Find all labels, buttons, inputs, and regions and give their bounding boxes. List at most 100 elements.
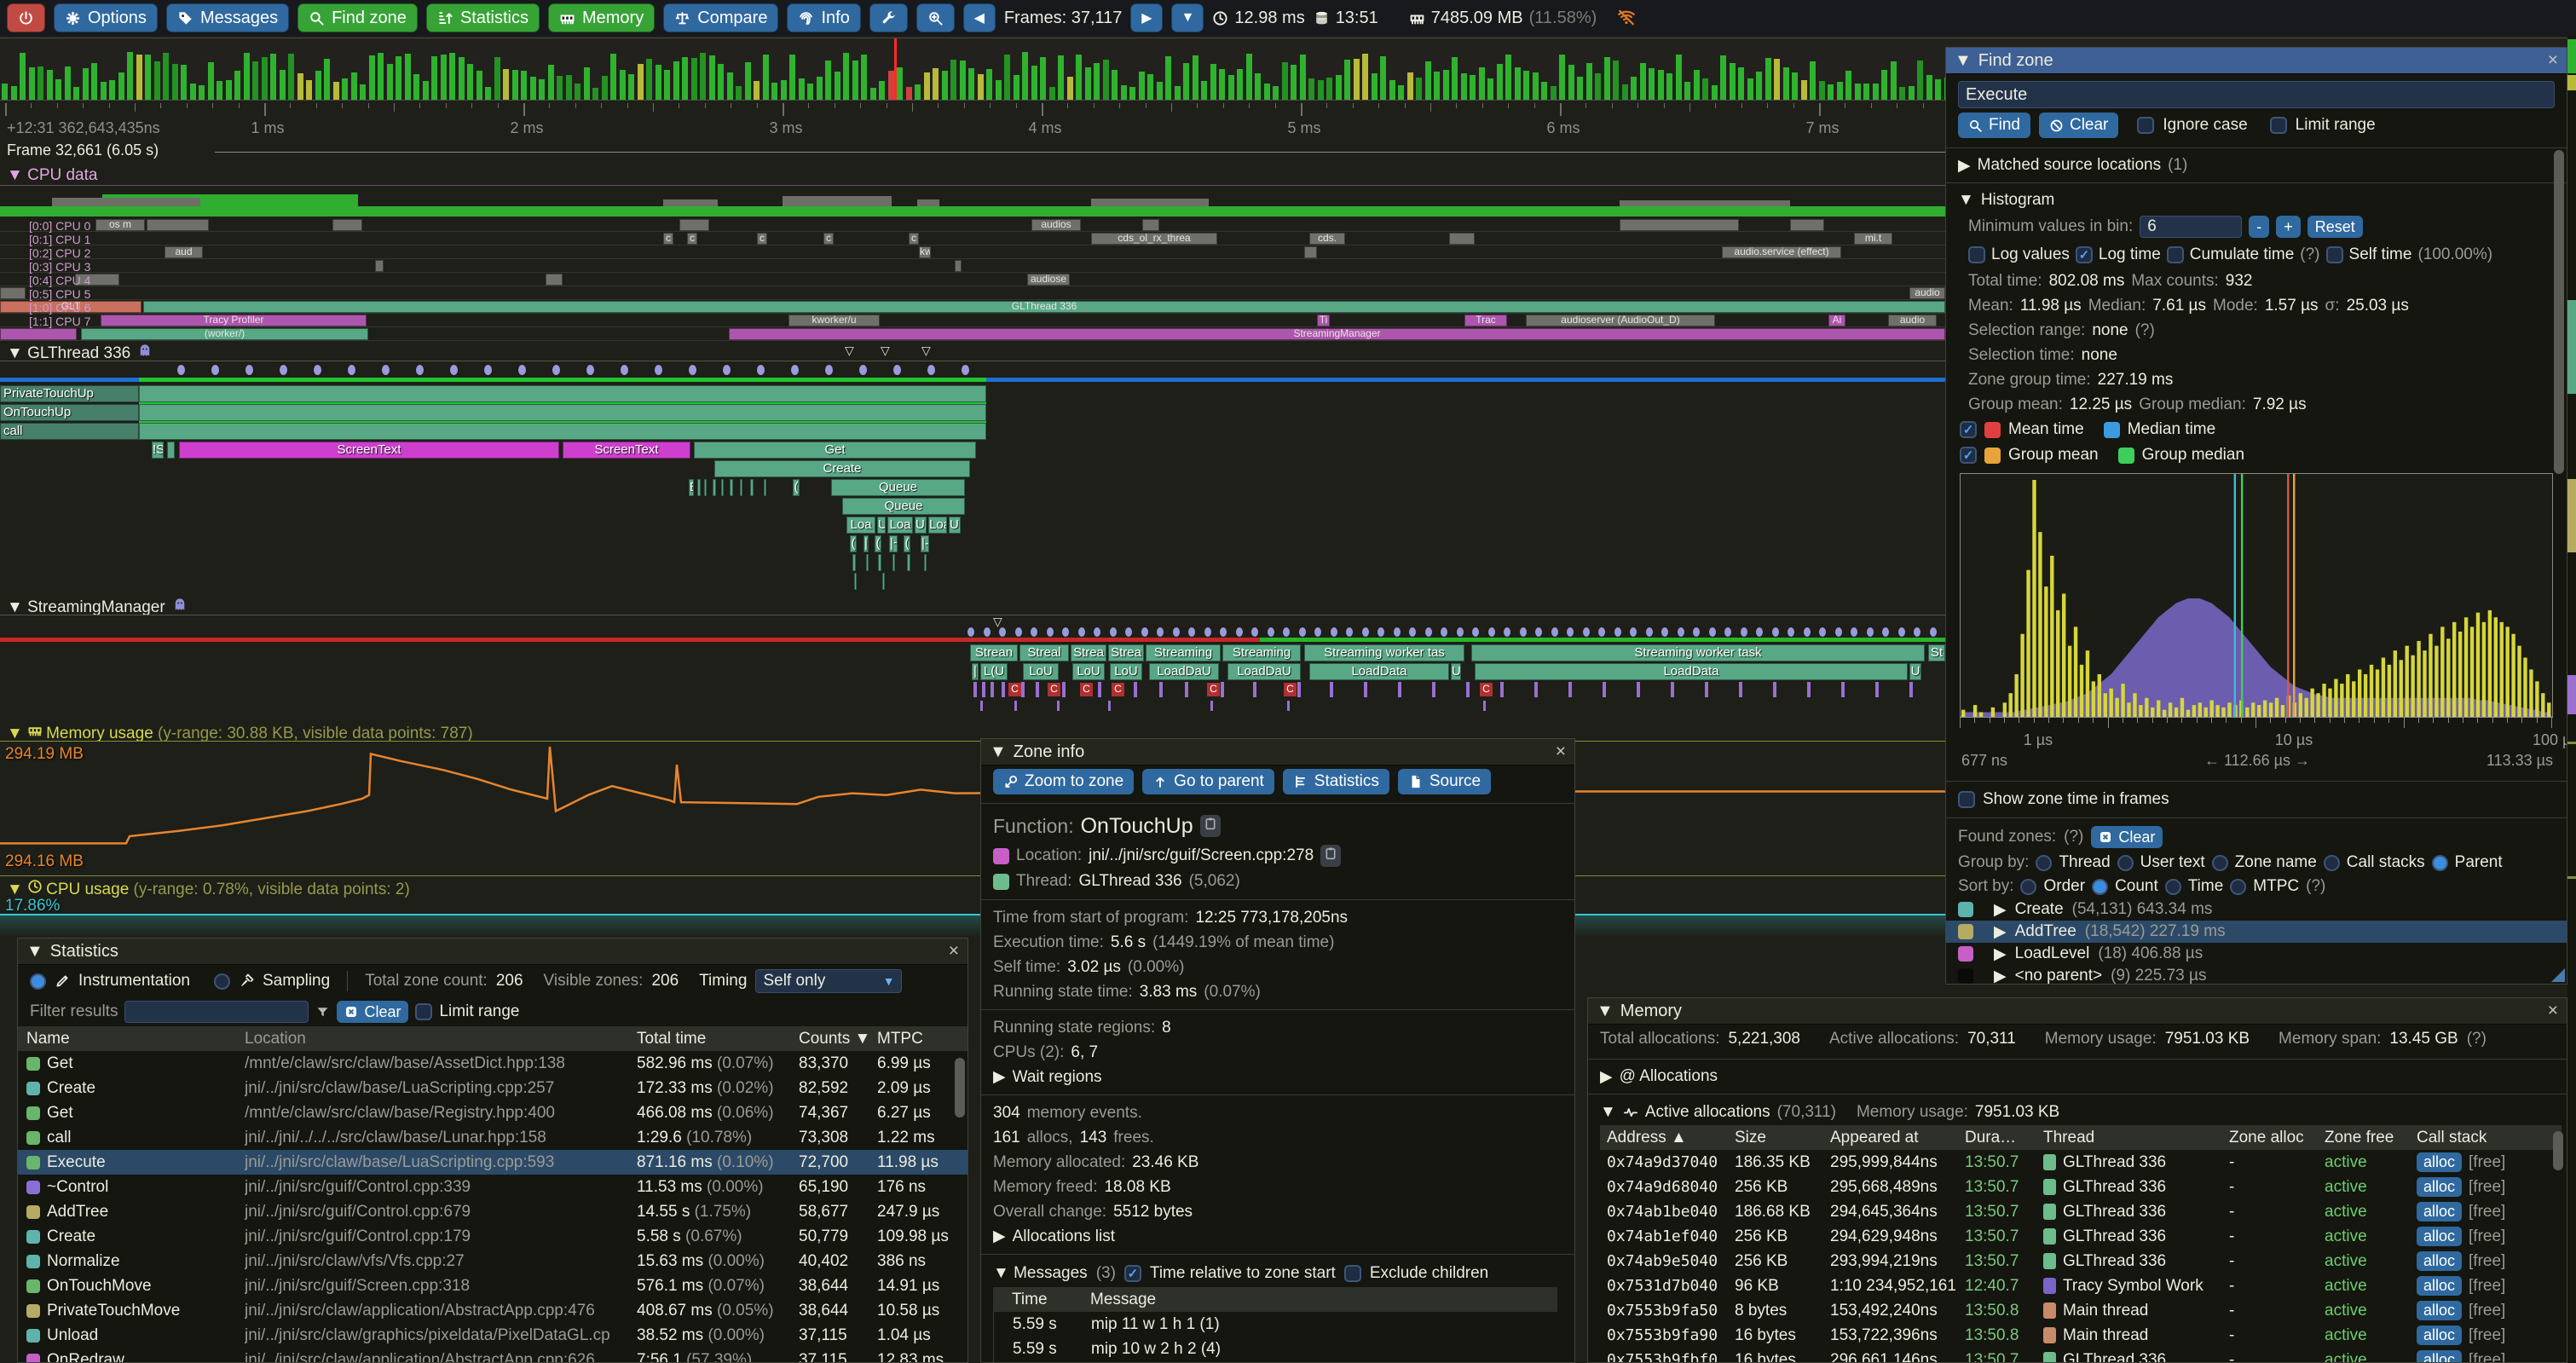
zone-tick[interactable] [1432,682,1435,697]
message-marker[interactable] [1630,627,1637,637]
lock-marker[interactable] [927,365,935,375]
frame-bar[interactable] [163,53,169,100]
zone-bar[interactable]: Up [915,517,927,534]
frame-bar[interactable] [1398,85,1404,100]
frame-bar[interactable] [10,86,17,100]
frame-bar[interactable] [539,79,545,100]
collapse-icon[interactable]: ▼ [7,881,28,898]
zone-bar[interactable] [866,554,869,571]
table-row[interactable]: OnRedraw jni/../jni/src/claw/application/… [18,1348,967,1362]
message-marker[interactable] [1472,627,1479,637]
frame-bar[interactable] [1227,75,1234,100]
group-by-option-thread[interactable] [2036,854,2053,871]
zone-tick[interactable] [1062,682,1066,697]
zone-tick[interactable] [1483,701,1486,711]
col-1[interactable]: Size [1735,1128,1766,1146]
zone-end-marker[interactable]: ▽ [845,344,854,357]
frame-bar[interactable] [807,84,813,100]
frame-bar[interactable] [511,70,518,100]
frame-bar[interactable] [995,80,1002,100]
prev-frame-button[interactable]: ◀ [962,3,996,32]
frame-bar[interactable] [521,71,527,100]
frame-bar[interactable] [1066,77,1073,100]
zone-tick[interactable] [1398,682,1401,697]
lock-marker[interactable] [723,365,731,375]
message-marker[interactable] [1834,627,1842,637]
table-row[interactable]: AddTree jni/../jni/src/guif/Control.cpp:6… [18,1199,967,1224]
cpu-zone-bar[interactable]: audiose [1027,274,1070,286]
frame-bar[interactable] [1487,78,1493,100]
zone-tick[interactable] [1021,682,1025,697]
zone-bar[interactable] [139,404,986,421]
frame-bar[interactable] [968,68,974,100]
collapse-icon[interactable]: ▼ [7,166,28,184]
frame-bar[interactable] [243,53,250,100]
zone-tick[interactable] [1002,682,1005,697]
frame-bar[interactable] [1291,65,1297,100]
frame-bar[interactable] [494,57,500,100]
cpu-zone-bar[interactable]: audio [1909,287,1945,299]
frame-bar[interactable] [869,88,876,100]
lock-marker[interactable] [416,365,424,375]
lock-marker[interactable] [893,365,901,375]
frame-bar[interactable] [1577,77,1583,100]
zone-info-button-2[interactable]: Statistics [1282,769,1389,794]
frame-bar[interactable] [1585,63,1592,100]
col-6[interactable]: Zone free [2325,1128,2394,1146]
lock-marker[interactable] [280,365,287,375]
cpu-usage-header[interactable]: ▼ CPU usage (y-range: 0.78%, visible dat… [7,879,410,899]
frame-bar[interactable] [55,79,61,100]
frame-bar[interactable] [109,80,115,100]
legend-checkbox[interactable]: ✓ [1960,421,1977,438]
group-by-option-call-stacks[interactable] [2323,854,2340,871]
frame-bar[interactable] [171,64,178,100]
frame-bar[interactable] [1782,67,1789,100]
zone-bar[interactable]: LoadData [1475,663,1908,680]
help-icon[interactable]: (?) [2306,877,2326,895]
frame-bar[interactable] [1416,78,1422,100]
collapse-icon[interactable]: ▼ [26,941,43,961]
found-zone-row[interactable]: ▶ Create (54,131) 643.34 ms [1946,898,2567,921]
expand-icon[interactable]: ▶ [993,1227,1006,1245]
frame-bar[interactable] [1138,72,1145,100]
col-4[interactable]: Thread [2043,1128,2095,1146]
frame-bar[interactable] [1076,55,1082,100]
frame-bar[interactable] [1702,78,1708,100]
active-allocations-tree-item[interactable]: ▼ Active allocations (70,311) Memory usage:… [1588,1100,2567,1125]
col-name[interactable]: Name [26,1029,70,1048]
frame-bar[interactable] [1183,63,1189,100]
frame-bar[interactable] [718,64,724,100]
zone-bar[interactable]: Create [714,460,970,477]
zone-tick[interactable] [1185,682,1188,697]
cpu-zone-bar[interactable]: GLThread 336 [143,301,1945,313]
zone-bar[interactable]: Get [694,442,976,459]
cpu-zone-bar[interactable] [0,328,77,340]
frame-bar[interactable] [1872,84,1879,100]
frame-bar[interactable] [977,74,984,100]
sampling-radio[interactable] [213,973,230,990]
frame-bar[interactable] [136,55,142,100]
frame-bar[interactable] [396,56,401,100]
collapse-icon[interactable]: ▼ [990,742,1007,761]
log-values-checkbox[interactable] [1968,246,1985,263]
message-marker[interactable] [1724,627,1731,637]
toolbar-button-info[interactable]: Info [787,3,861,32]
frame-bar[interactable] [1657,70,1664,100]
frame-bar[interactable] [789,55,795,100]
memory-row[interactable]: 0x74ab1be040 186.68 KB 294,645,364ns 13:50.… [1600,1199,2562,1224]
table-row[interactable]: Unload jni/../jni/src/claw/graphics/pixel… [18,1323,967,1348]
expand-icon[interactable]: ▶ [1994,900,2007,919]
sort-by-option-time[interactable] [2164,878,2181,895]
zone-tick[interactable] [1500,682,1504,697]
message-marker[interactable] [1535,627,1542,637]
zone-bar[interactable] [730,479,733,496]
zone-tick[interactable] [1568,682,1572,697]
cpu-zone-bar[interactable] [147,219,209,231]
frame-bar[interactable] [118,72,124,100]
table-row[interactable]: ~Control jni/../jni/src/guif/Control.cpp:… [18,1175,967,1199]
frame-bar[interactable] [315,71,321,100]
frame-bar[interactable] [1836,82,1843,100]
toolbar-button-options[interactable]: Options [54,3,158,32]
message-marker[interactable] [1125,627,1132,637]
frame-bar[interactable] [1004,55,1010,100]
